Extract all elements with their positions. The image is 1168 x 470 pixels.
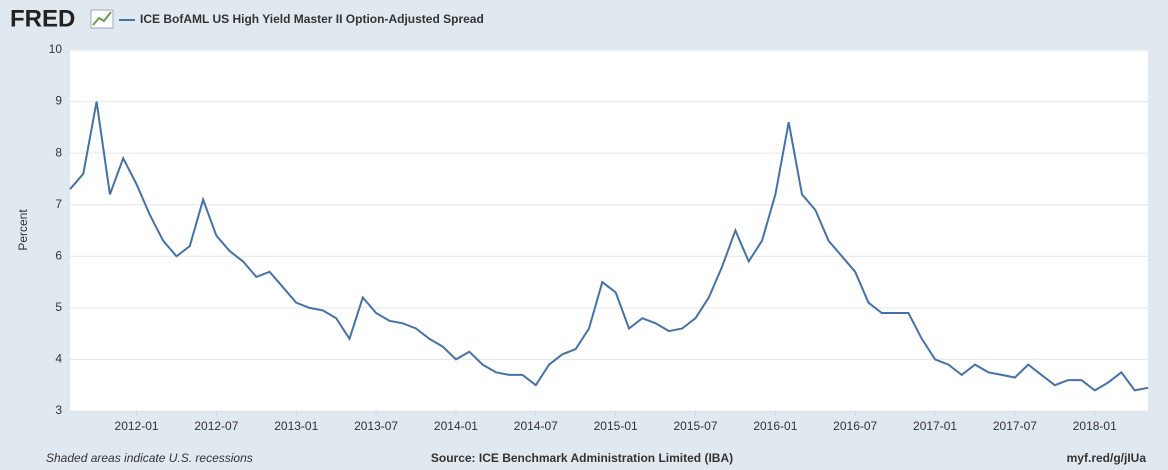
- x-tick-label: 2017-07: [993, 419, 1037, 433]
- x-tick-label: 2014-01: [434, 419, 478, 433]
- footer-link[interactable]: myf.red/g/jIUa: [1067, 451, 1147, 465]
- x-tick-label: 2014-07: [514, 419, 558, 433]
- y-tick-label: 8: [55, 145, 62, 159]
- x-tick-label: 2017-01: [913, 419, 957, 433]
- x-tick-label: 2016-01: [753, 419, 797, 433]
- footer-note: Shaded areas indicate U.S. recessions: [46, 451, 253, 465]
- y-tick-label: 6: [55, 248, 62, 262]
- y-tick-label: 7: [55, 197, 62, 211]
- x-tick-label: 2013-07: [354, 419, 398, 433]
- brand-logo: FRED: [10, 5, 75, 32]
- x-tick-label: 2018-01: [1073, 419, 1117, 433]
- y-tick-label: 10: [49, 42, 63, 56]
- x-tick-label: 2015-01: [594, 419, 638, 433]
- y-axis-label: Percent: [16, 209, 30, 251]
- legend-label: ICE BofAML US High Yield Master II Optio…: [140, 12, 484, 26]
- x-tick-label: 2015-07: [673, 419, 717, 433]
- x-tick-label: 2016-07: [833, 419, 877, 433]
- data-line: [69, 101, 1149, 392]
- y-tick-label: 5: [55, 300, 62, 314]
- logo-icon-line: [92, 11, 112, 26]
- plot-area: [70, 50, 1148, 411]
- x-tick-label: 2012-01: [115, 419, 159, 433]
- y-tick-label: 4: [55, 352, 62, 366]
- x-tick-label: 2012-07: [194, 419, 238, 433]
- x-tick-label: 2013-01: [274, 419, 318, 433]
- y-tick-label: 9: [55, 94, 62, 108]
- footer-source: Source: ICE Benchmark Administration Lim…: [431, 451, 733, 465]
- y-tick-label: 3: [55, 403, 62, 417]
